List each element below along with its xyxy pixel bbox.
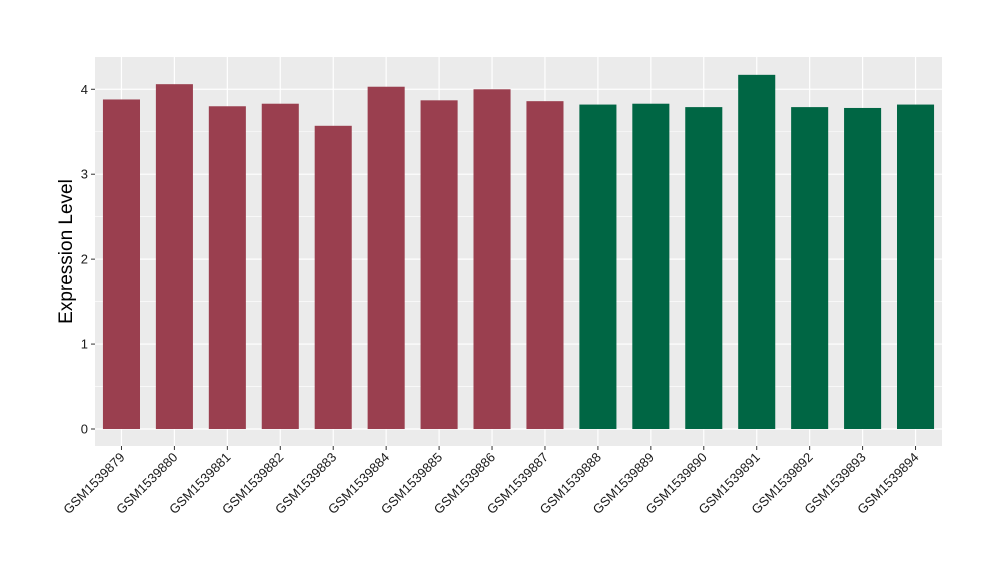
bar-GSM1539879 <box>102 99 140 430</box>
y-axis: 0 1 2 3 4 <box>81 82 95 437</box>
x-axis: GSM1539879GSM1539880GSM1539881GSM1539882… <box>60 446 922 517</box>
bar-GSM1539888 <box>579 104 617 430</box>
bar-GSM1539894 <box>897 104 935 430</box>
y-tick-label: 3 <box>81 167 88 182</box>
bar-GSM1539880 <box>155 84 193 430</box>
bar-GSM1539882 <box>261 103 299 430</box>
bar-GSM1539884 <box>367 86 405 430</box>
y-tick-label: 2 <box>81 252 88 267</box>
bar-GSM1539886 <box>473 89 511 430</box>
y-axis-label: Expression Level <box>56 179 77 324</box>
bar-GSM1539890 <box>685 107 723 430</box>
y-tick-label: 4 <box>81 82 88 97</box>
bar-GSM1539881 <box>208 106 246 430</box>
bar-GSM1539883 <box>314 125 352 430</box>
y-tick-label: 0 <box>81 422 88 437</box>
bar-GSM1539885 <box>420 100 458 430</box>
bar-GSM1539893 <box>844 107 882 430</box>
y-tick-label: 1 <box>81 337 88 352</box>
bar-GSM1539887 <box>526 101 564 430</box>
bar-GSM1539892 <box>791 107 829 430</box>
bars <box>102 74 935 430</box>
bar-GSM1539889 <box>632 103 670 430</box>
bar-GSM1539891 <box>738 74 776 430</box>
